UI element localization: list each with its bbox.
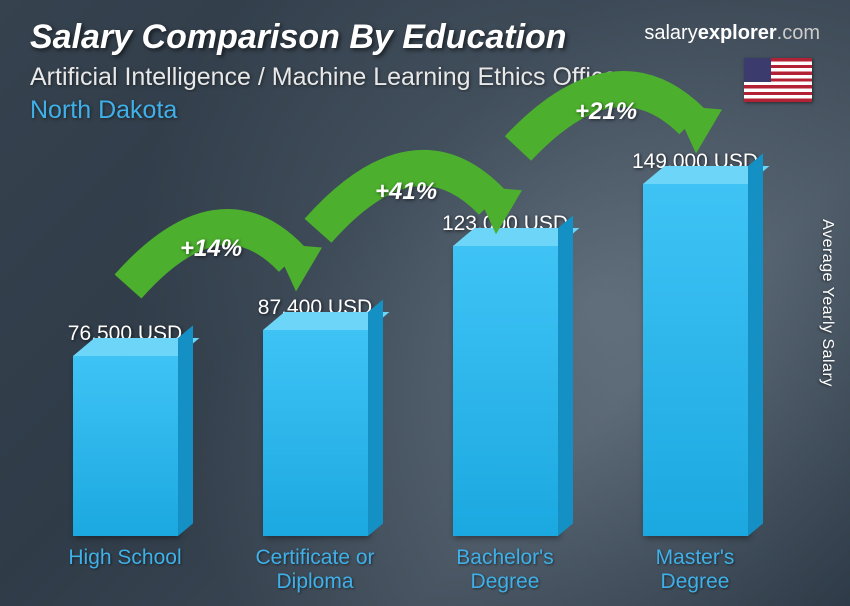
us-flag-icon xyxy=(744,58,812,102)
x-axis-labels: High School Certificate orDiploma Bachelor… xyxy=(30,546,790,594)
brand-part2: explorer xyxy=(698,22,777,44)
brand-label: salaryexplorer.com xyxy=(644,22,820,45)
bar-group: 123,000 USD xyxy=(421,212,588,536)
increase-percent-label: +21% xyxy=(575,98,637,126)
location-label: North Dakota xyxy=(30,96,820,125)
bar xyxy=(263,330,368,536)
page-subtitle: Artificial Intelligence / Machine Learni… xyxy=(30,63,820,92)
bar-group: 76,500 USD xyxy=(41,322,208,536)
bar xyxy=(643,184,748,536)
increase-percent-label: +14% xyxy=(180,235,242,263)
y-axis-label: Average Yearly Salary xyxy=(818,219,836,387)
x-axis-category: Certificate orDiploma xyxy=(231,546,398,594)
x-axis-category: Master'sDegree xyxy=(611,546,778,594)
bar-group: 87,400 USD xyxy=(231,296,398,536)
brand-part3: .com xyxy=(777,22,820,44)
bar xyxy=(73,356,178,536)
bar xyxy=(453,246,558,536)
bar-group: 149,000 USD xyxy=(611,150,778,536)
brand-part1: salary xyxy=(644,22,697,44)
header: Salary Comparison By Education Artificia… xyxy=(30,18,820,125)
increase-percent-label: +41% xyxy=(375,178,437,206)
x-axis-category: Bachelor'sDegree xyxy=(421,546,588,594)
x-axis-category: High School xyxy=(41,546,208,594)
